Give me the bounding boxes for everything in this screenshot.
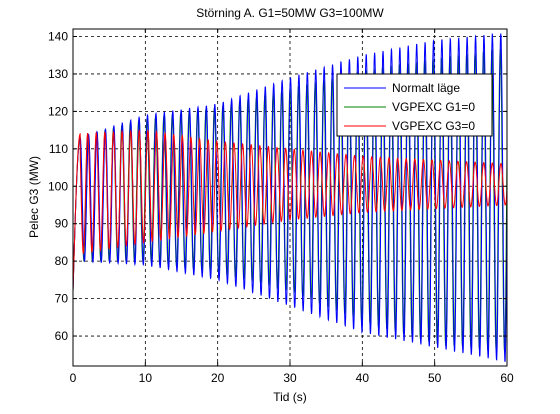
ticks: 0 10 20 30 40 50 60 60 70 80 90 100 110 120 130 140 [48,29,514,385]
x-tick-label: 60 [500,371,514,385]
series-line [72,129,508,292]
x-axis-label: Tid (s) [273,390,307,404]
x-tick-label: 0 [70,371,77,385]
legend-label: VGPEXC G1=0 [392,100,475,114]
x-tick-label: 20 [211,371,225,385]
y-tick-label: 110 [49,142,68,156]
x-tick-label: 40 [356,371,370,385]
y-tick-label: 90 [55,217,69,231]
x-tick-label: 10 [139,371,153,385]
legend-label: Normalt läge [392,81,460,95]
y-axis-label: Pelec G3 (MW) [27,156,41,238]
y-tick-label: 130 [48,67,68,81]
x-tick-label: 30 [283,371,297,385]
legend-label: VGPEXC G3=0 [392,119,475,133]
legend: Normalt läge VGPEXC G1=0 VGPEXC G3=0 [336,73,493,137]
y-tick-label: 70 [55,292,69,306]
chart-title: Störning A. G1=50MW G3=100MW [196,6,384,20]
y-tick-label: 120 [48,104,68,118]
y-tick-label: 140 [48,29,68,43]
y-tick-label: 60 [55,329,69,343]
x-tick-label: 50 [428,371,442,385]
y-tick-label: 80 [55,254,69,268]
y-tick-label: 100 [48,179,68,193]
